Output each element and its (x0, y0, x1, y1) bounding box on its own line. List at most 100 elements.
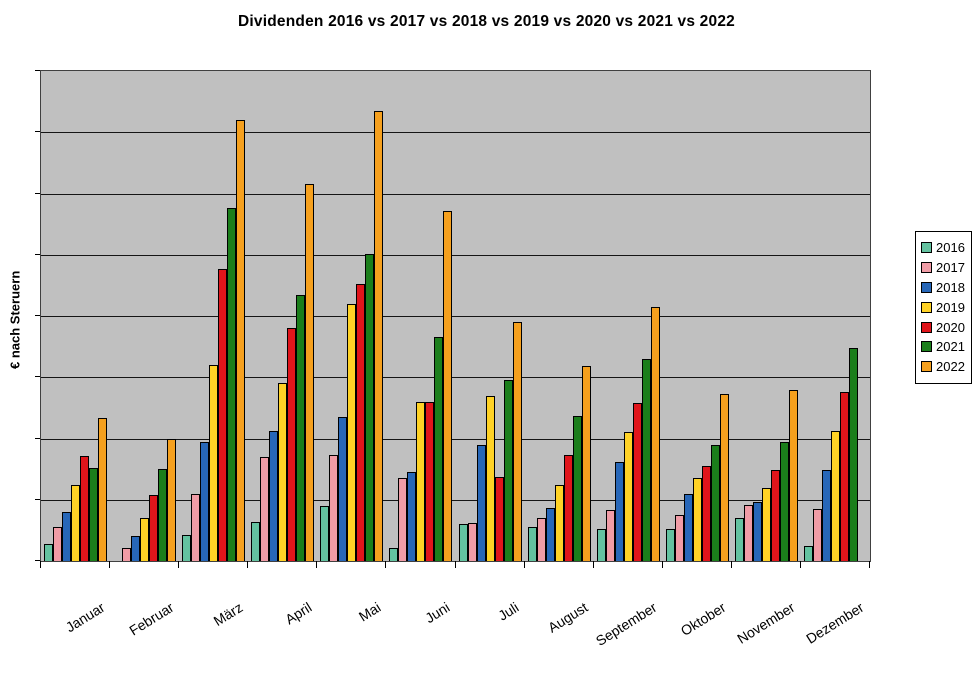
bar-2020-Juni (425, 402, 435, 561)
bar-2021-Dezember (848, 348, 858, 561)
bar-2016-Oktober (665, 529, 675, 561)
plot-area (40, 70, 871, 562)
bar-2016-März (182, 535, 192, 561)
bar-2020-August (563, 455, 573, 561)
bar-2022-Februar (167, 439, 177, 561)
gridline (41, 316, 870, 317)
legend-label: 2021 (936, 339, 965, 355)
bar-2020-Mai (356, 284, 366, 561)
bar-2021-Januar (89, 468, 99, 561)
x-axis-tick (730, 561, 732, 568)
legend: 2016 2017 2018 2019 2020 2021 2022 (915, 231, 972, 384)
bar-2022-Juni (443, 211, 453, 561)
bar-2022-Mai (374, 111, 384, 561)
y-axis-tick (35, 70, 40, 71)
bar-2020-Februar (149, 495, 159, 561)
bar-2020-März (218, 269, 228, 561)
bar-group-September (594, 307, 663, 561)
bar-2021-April (296, 295, 306, 561)
bar-2020-April (287, 328, 297, 561)
gridline (41, 438, 870, 440)
legend-swatch-2019 (921, 301, 932, 313)
bar-2019-August (554, 485, 564, 561)
bar-2017-August (536, 518, 546, 561)
legend-label: 2019 (936, 299, 965, 315)
legend-swatch-2017 (921, 262, 932, 274)
bar-2017-Januar (53, 527, 63, 561)
bar-2022-August (581, 366, 591, 561)
legend-item-2022: 2022 (921, 357, 969, 377)
y-axis-title: € nach Steruern (7, 270, 23, 370)
x-axis-tick (799, 561, 801, 568)
gridline (41, 377, 870, 379)
bar-2017-Februar (122, 548, 132, 561)
legend-item-2018: 2018 (921, 278, 969, 298)
bar-2021-März (227, 208, 237, 561)
bar-2019-März (209, 365, 219, 561)
bar-2016-Januar (44, 544, 54, 561)
bar-2016-Mai (320, 506, 330, 561)
y-axis-tick (35, 192, 40, 194)
bar-2022-Januar (98, 418, 108, 561)
x-axis-tick (523, 561, 525, 568)
y-axis-tick (35, 437, 40, 439)
bar-2017-Mai (329, 455, 339, 561)
bar-2019-Februar (140, 518, 150, 561)
x-axis-tick (385, 561, 387, 568)
bar-2019-Mai (347, 304, 357, 561)
legend-item-2021: 2021 (921, 337, 969, 357)
bar-2016-April (251, 522, 261, 561)
x-axis-tick (454, 561, 456, 568)
legend-label: 2018 (936, 279, 965, 295)
bar-2016-August (527, 527, 537, 561)
bar-2021-September (641, 359, 651, 561)
bar-2022-Juli (512, 322, 522, 561)
bar-2022-März (236, 120, 246, 561)
legend-swatch-2020 (921, 321, 932, 333)
bar-2018-März (200, 442, 210, 561)
legend-label: 2017 (936, 260, 965, 276)
bar-2022-Oktober (719, 394, 729, 561)
bar-group-August (525, 366, 594, 561)
bar-group-März (179, 120, 248, 561)
bar-group-Juni (386, 211, 455, 561)
x-axis-tick (247, 561, 249, 568)
bar-group-Juli (456, 322, 525, 561)
bar-2021-Februar (158, 469, 168, 561)
x-axis-tick (40, 561, 41, 568)
legend-swatch-2021 (921, 341, 932, 353)
legend-item-2019: 2019 (921, 297, 969, 317)
bar-2020-November (770, 470, 780, 561)
bar-2019-Juli (485, 396, 495, 561)
bar-2016-Juli (458, 524, 468, 561)
y-axis-tick (35, 131, 40, 133)
bar-group-Mai (317, 111, 386, 561)
bar-2017-Oktober (674, 515, 684, 561)
bar-2018-Februar (131, 536, 141, 561)
legend-item-2020: 2020 (921, 317, 969, 337)
x-axis-tick (869, 561, 870, 568)
bar-2020-Januar (80, 456, 90, 561)
y-axis-tick (35, 315, 40, 316)
bar-group-April (248, 184, 317, 561)
bar-2021-Mai (365, 254, 375, 561)
x-axis-tick (109, 561, 111, 568)
bar-2019-Juni (416, 402, 426, 561)
bar-group-November (732, 390, 801, 561)
bar-2021-Oktober (710, 445, 720, 561)
bar-2017-April (260, 457, 270, 561)
bar-2021-November (779, 442, 789, 561)
bar-2021-Juni (434, 337, 444, 561)
bar-2022-November (788, 390, 798, 561)
x-axis-tick (178, 561, 180, 568)
bar-2018-April (269, 431, 279, 561)
bar-2018-Dezember (821, 470, 831, 561)
bar-2020-Dezember (839, 392, 849, 561)
bar-2017-Juli (467, 523, 477, 561)
chart-title: Dividenden 2016 vs 2017 vs 2018 vs 2019 … (238, 13, 735, 30)
gridline (41, 132, 870, 134)
legend-item-2016: 2016 (921, 238, 969, 258)
bar-2020-Oktober (701, 466, 711, 561)
bar-2019-November (761, 488, 771, 561)
